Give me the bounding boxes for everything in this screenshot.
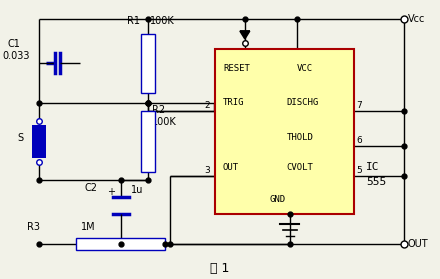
Bar (32, 125, 46, 158)
Text: RESET: RESET (223, 64, 250, 73)
Text: IC: IC (366, 162, 380, 172)
Text: TRIG: TRIG (223, 98, 245, 107)
Text: 0.033: 0.033 (2, 51, 30, 61)
Bar (76, 238, 165, 250)
Text: VCC: VCC (297, 64, 313, 73)
Text: GND: GND (270, 195, 286, 205)
Text: R1: R1 (127, 16, 139, 26)
Text: 图 1: 图 1 (210, 262, 230, 275)
Text: +: + (107, 187, 115, 198)
Text: 1u: 1u (131, 186, 143, 196)
Text: 100K: 100K (152, 117, 177, 127)
Text: 1M: 1M (81, 222, 95, 232)
Text: R2: R2 (152, 105, 165, 115)
Text: 100K: 100K (150, 16, 175, 26)
Text: OUT: OUT (223, 163, 239, 172)
Text: CVOLT: CVOLT (286, 163, 313, 172)
Bar (142, 111, 155, 172)
Text: S: S (17, 133, 23, 143)
Polygon shape (240, 31, 250, 39)
Text: OUT: OUT (408, 239, 429, 249)
Text: Vcc: Vcc (408, 14, 425, 24)
Text: 2: 2 (204, 101, 210, 110)
Text: 3: 3 (204, 166, 210, 175)
Text: C1: C1 (7, 39, 20, 49)
Bar (142, 34, 155, 93)
Text: 555: 555 (366, 177, 386, 187)
Text: THOLD: THOLD (286, 133, 313, 142)
Text: 5: 5 (356, 166, 362, 175)
Text: C2: C2 (85, 184, 98, 193)
Text: 6: 6 (356, 136, 362, 145)
Text: DISCHG: DISCHG (286, 98, 319, 107)
Text: 7: 7 (356, 101, 362, 110)
Bar (215, 49, 354, 214)
Text: R3: R3 (27, 222, 40, 232)
